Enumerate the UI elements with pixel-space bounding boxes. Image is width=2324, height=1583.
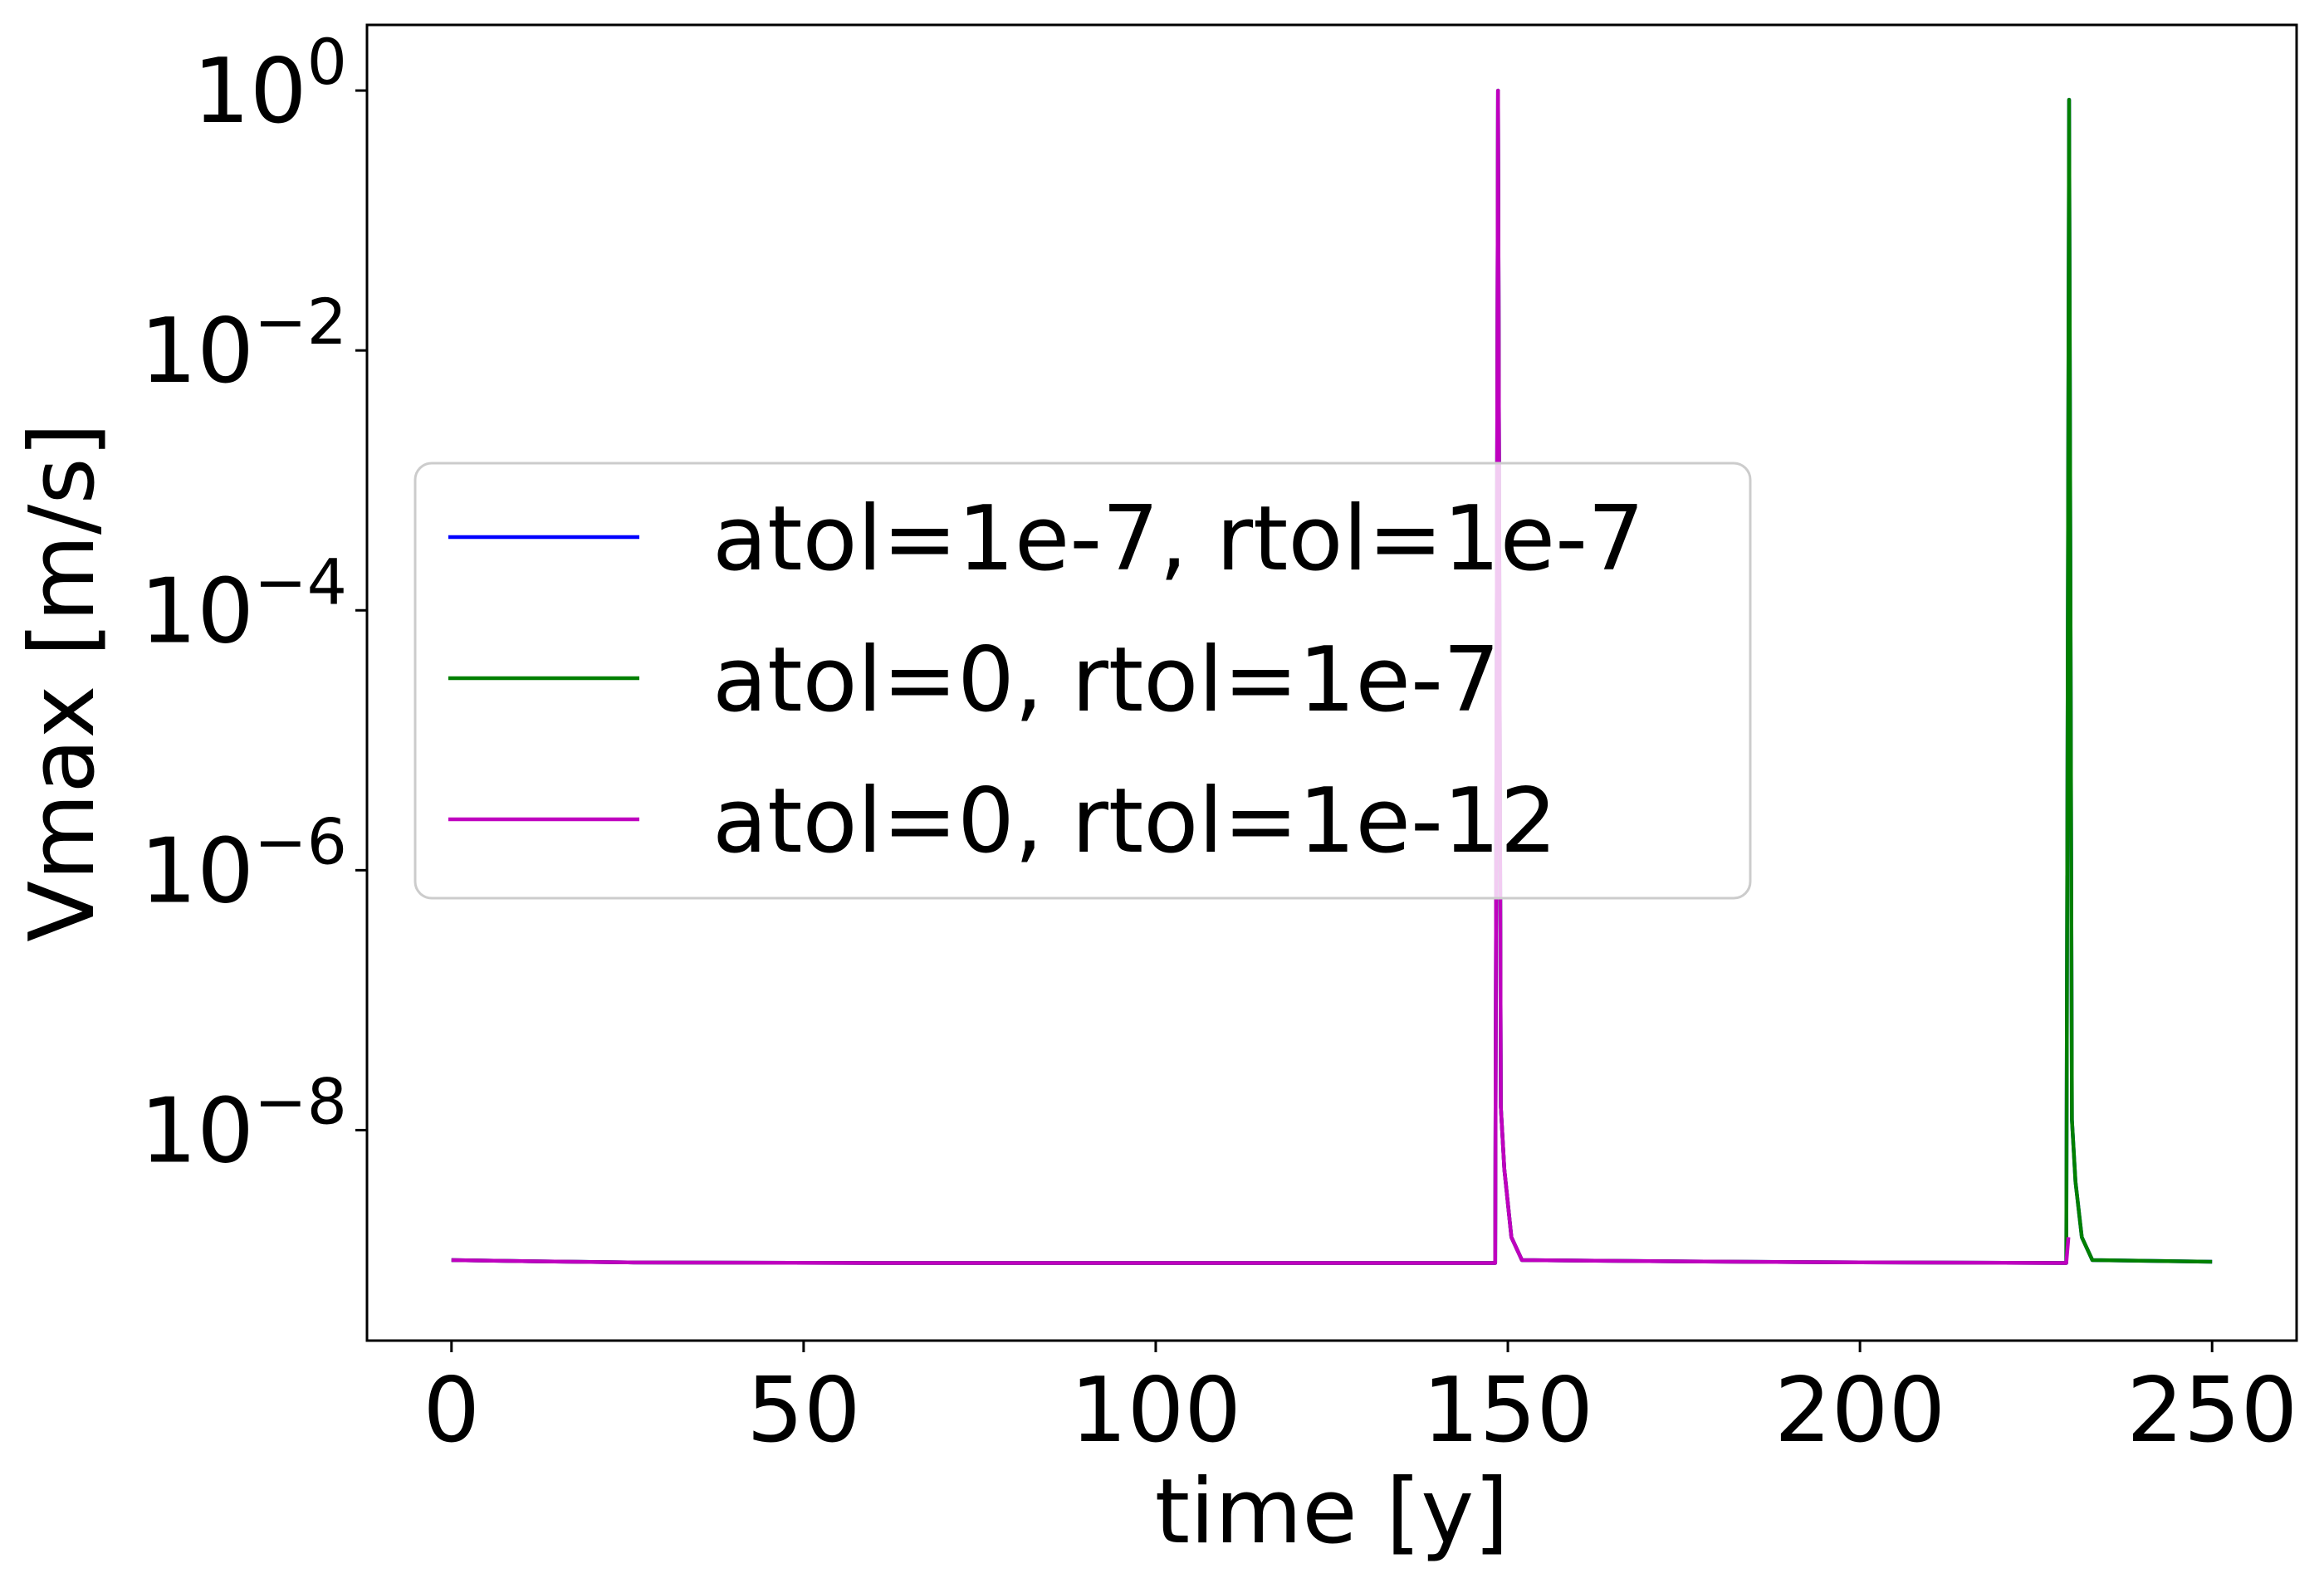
legend-label-1: atol=1e-7, rtol=1e-7 <box>712 487 1645 591</box>
x-axis-label: time [y] <box>1155 1460 1509 1564</box>
y-axis-label: Vmax [m/s] <box>11 423 115 942</box>
y-tick-label: 10−2 <box>140 285 347 403</box>
y-tick-label: 100 <box>193 25 347 144</box>
y-tick-label: 10−6 <box>140 804 347 923</box>
x-tick-label: 50 <box>746 1359 860 1463</box>
legend-label-3: atol=0, rtol=1e-12 <box>712 770 1557 873</box>
x-axis: 0 50 100 150 200 250 <box>423 1341 2297 1463</box>
x-tick-label: 200 <box>1774 1359 1945 1463</box>
legend: atol=1e-7, rtol=1e-7 atol=0, rtol=1e-7 ato… <box>413 462 1752 900</box>
x-tick-label: 100 <box>1070 1359 1241 1463</box>
x-tick-label: 0 <box>423 1359 480 1463</box>
plot-frame <box>365 23 2298 1342</box>
legend-label-2: atol=0, rtol=1e-7 <box>712 628 1500 732</box>
y-tick-label: 10−4 <box>140 545 347 663</box>
y-axis: 100 10−2 10−4 10−6 10−8 <box>140 25 367 1183</box>
legend-box <box>413 462 1752 900</box>
x-tick-label: 250 <box>2126 1359 2297 1463</box>
x-tick-label: 150 <box>1422 1359 1593 1463</box>
y-tick-label: 10−8 <box>140 1064 347 1183</box>
